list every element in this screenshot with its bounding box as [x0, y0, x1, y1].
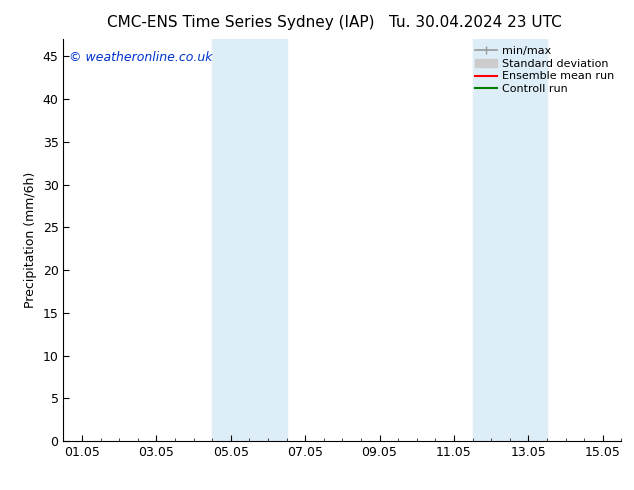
Text: © weatheronline.co.uk: © weatheronline.co.uk: [69, 51, 212, 64]
Y-axis label: Precipitation (mm/6h): Precipitation (mm/6h): [24, 172, 37, 308]
Text: Tu. 30.04.2024 23 UTC: Tu. 30.04.2024 23 UTC: [389, 15, 562, 30]
Text: CMC-ENS Time Series Sydney (IAP): CMC-ENS Time Series Sydney (IAP): [107, 15, 375, 30]
Bar: [212, 39, 287, 441]
Bar: [472, 39, 547, 441]
Legend: min/max, Standard deviation, Ensemble mean run, Controll run: min/max, Standard deviation, Ensemble me…: [470, 42, 619, 98]
